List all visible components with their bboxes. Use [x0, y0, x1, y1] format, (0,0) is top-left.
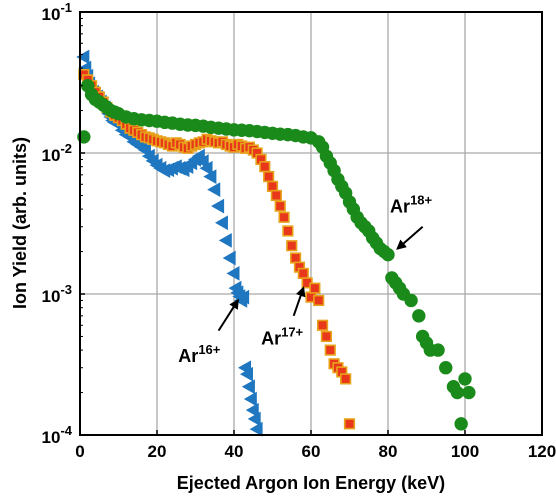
x-tick-label: 60 — [302, 442, 321, 461]
data-point — [454, 417, 468, 431]
x-tick-label: 0 — [75, 442, 84, 461]
x-axis-label: Ejected Argon Ion Energy (keV) — [177, 473, 445, 493]
annotation-arrow — [396, 225, 424, 250]
x-tick-label: 120 — [528, 442, 556, 461]
data-point — [439, 361, 453, 375]
x-tick-label: 80 — [379, 442, 398, 461]
data-point — [343, 418, 356, 430]
data-point — [76, 49, 90, 65]
data-point — [431, 343, 445, 357]
data-point — [207, 182, 221, 197]
data-point — [247, 411, 261, 427]
y-axis-label: Ion Yield (arb. units) — [10, 137, 30, 309]
data-point — [278, 211, 290, 223]
data-point — [263, 171, 275, 183]
data-point — [320, 330, 333, 343]
data-point — [222, 250, 236, 266]
data-point — [297, 267, 309, 279]
data-point — [226, 266, 240, 281]
data-point — [316, 319, 329, 331]
data-point — [259, 161, 271, 173]
data-markers — [76, 49, 476, 437]
data-point — [404, 293, 418, 308]
data-point — [324, 344, 336, 356]
data-point — [462, 385, 476, 400]
ticks: 0 20 40 60 80 100 120 10-4 10-3 10-2 10-1 — [42, 0, 556, 461]
data-point — [289, 252, 302, 264]
y-tick-label: 10-3 — [42, 282, 72, 306]
data-point — [340, 373, 352, 385]
data-point — [203, 169, 217, 184]
data-point — [450, 385, 464, 400]
y-tick-label: 10-4 — [42, 423, 73, 447]
annotation-label: Ar17+ — [261, 324, 303, 348]
data-point — [195, 154, 209, 169]
y-tick-label: 10-1 — [42, 0, 72, 24]
data-point — [458, 372, 472, 386]
annotation-label: Ar18+ — [390, 192, 432, 216]
data-point — [214, 215, 228, 231]
y-tick-label: 10-2 — [42, 141, 72, 165]
data-point — [199, 160, 213, 176]
data-point — [266, 180, 279, 192]
annotations: Ar16+ Ar17+ Ar18+ — [178, 192, 432, 366]
data-point — [309, 282, 321, 294]
data-point — [286, 240, 298, 252]
data-point — [243, 391, 257, 407]
data-point — [282, 225, 294, 237]
data-point — [211, 198, 225, 214]
x-tick-label: 40 — [225, 442, 244, 461]
data-point — [412, 309, 426, 323]
data-point — [241, 379, 255, 395]
data-point — [313, 294, 325, 307]
x-tick-label: 20 — [148, 442, 167, 461]
data-point — [218, 233, 232, 248]
data-point — [270, 189, 282, 202]
data-point — [245, 402, 259, 418]
data-point — [236, 289, 250, 305]
annotation-label: Ar16+ — [178, 342, 220, 366]
x-tick-label: 100 — [451, 442, 479, 461]
data-point — [239, 366, 253, 382]
data-point — [381, 247, 395, 262]
data-point — [249, 421, 263, 437]
data-point — [274, 200, 286, 212]
annotation-arrow — [292, 286, 306, 317]
annotation-arrow — [217, 298, 239, 332]
